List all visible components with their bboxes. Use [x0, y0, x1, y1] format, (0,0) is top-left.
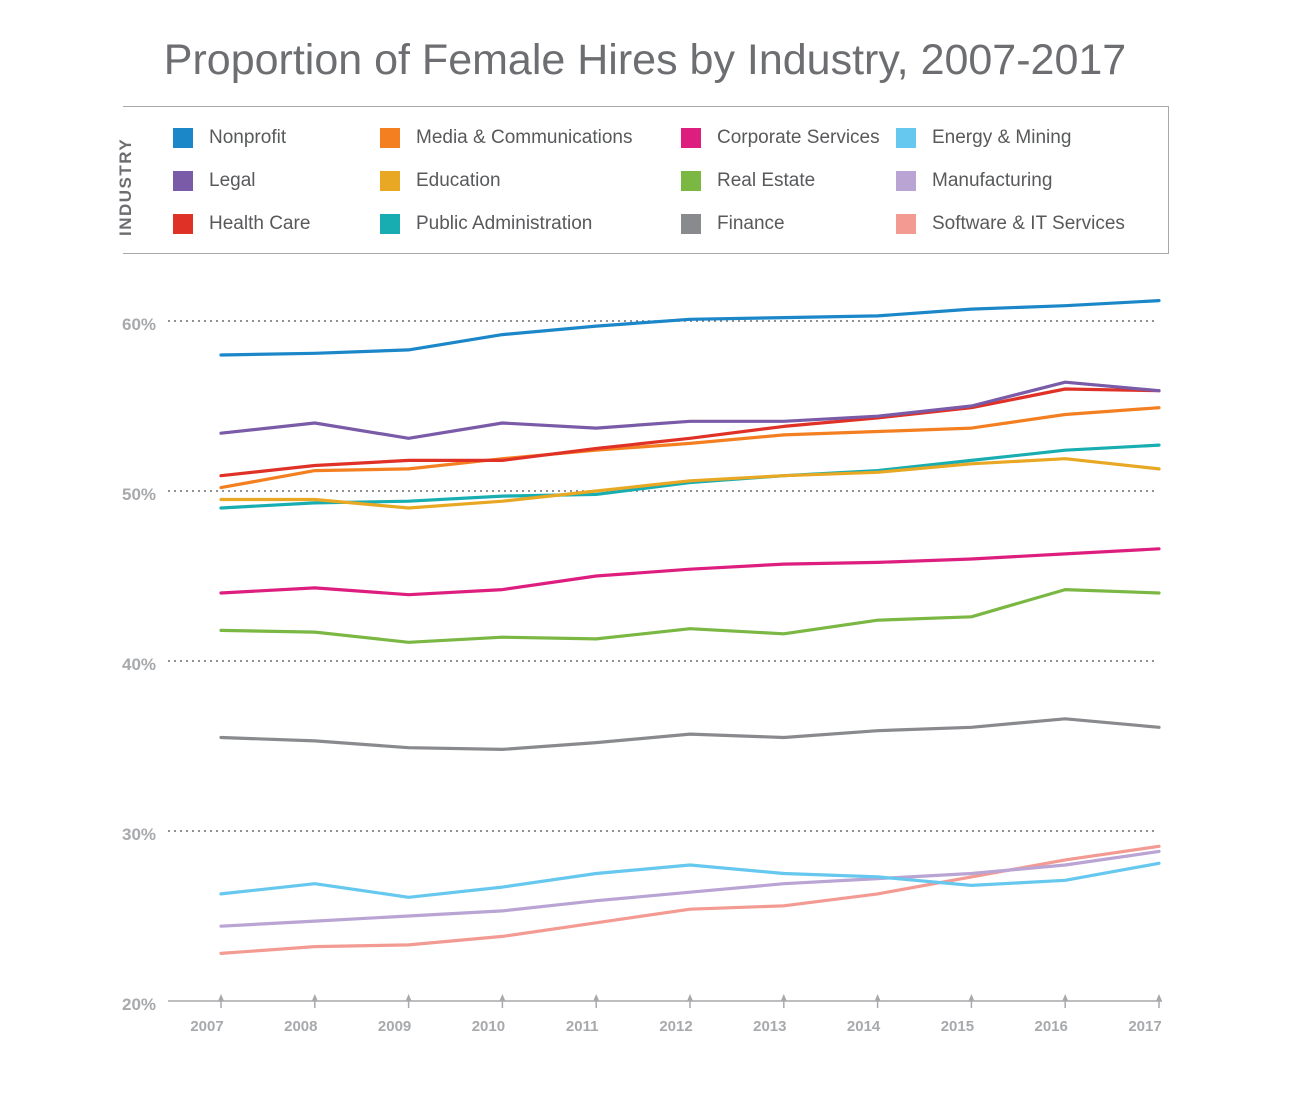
series-line-public-administration [219, 443, 1161, 510]
legend-item-legal: Legal [173, 169, 256, 193]
x-tick-label: 2015 [941, 1018, 974, 1035]
legend-label: Manufacturing [932, 170, 1053, 191]
legend-label: Public Administration [416, 213, 593, 234]
series-line-legal [219, 380, 1161, 440]
legend-label: Media & Communications [416, 127, 633, 148]
legend-item-finance: Finance [681, 212, 785, 236]
legend-label: Nonprofit [209, 127, 287, 148]
legend-item-software-and-it-services: Software & IT Services [896, 212, 1125, 236]
legend-label: Health Care [209, 213, 311, 234]
x-tick-mark [593, 994, 600, 1001]
x-tick-mark [968, 994, 975, 1001]
legend [123, 106, 1169, 254]
legend-swatch [380, 171, 400, 191]
legend-item-manufacturing: Manufacturing [896, 169, 1052, 193]
legend-label: Finance [717, 213, 785, 234]
series-line-real-estate [219, 587, 1161, 644]
x-tick-label: 2011 [566, 1018, 599, 1035]
legend-swatch [896, 214, 916, 234]
legend-label: Energy & Mining [932, 127, 1072, 148]
series-line-corporate-services [219, 547, 1161, 597]
x-tick-mark [218, 994, 224, 1001]
legend-item-real-estate: Real Estate [681, 169, 815, 193]
series-line-education [219, 457, 1161, 510]
x-tick-mark [687, 994, 693, 1001]
series-line-software-and-it-services [219, 844, 1161, 956]
legend-item-media-and-communications: Media & Communications [380, 126, 632, 150]
legend-item-nonprofit: Nonprofit [173, 126, 286, 150]
x-tick-mark [874, 994, 881, 1001]
y-tick-label: 50% [122, 485, 156, 504]
legend-swatch [173, 214, 193, 234]
legend-swatch [681, 128, 701, 148]
x-tick-label: 2007 [190, 1018, 223, 1035]
series-line-finance [219, 717, 1161, 752]
legend-label: Education [416, 170, 501, 191]
legend-swatch [896, 128, 916, 148]
legend-swatch [380, 214, 400, 234]
legend-label: Real Estate [717, 170, 816, 191]
x-tick-mark [405, 994, 412, 1001]
legend-swatch [173, 171, 193, 191]
legend-item-public-administration: Public Administration [380, 212, 592, 236]
x-tick-mark [1156, 994, 1162, 1001]
y-tick-label: 60% [122, 315, 156, 334]
x-tick-mark [1062, 994, 1069, 1001]
legend-swatch [896, 171, 916, 191]
y-tick-label: 30% [122, 825, 156, 844]
x-tick-mark [311, 994, 318, 1001]
x-tick-label: 2013 [753, 1018, 786, 1035]
x-tick-label: 2009 [378, 1018, 411, 1035]
series-line-energy-and-mining [219, 861, 1161, 899]
x-tick-label: 2012 [659, 1018, 692, 1035]
legend-item-health-care: Health Care [173, 212, 310, 236]
series-line-nonprofit [219, 299, 1161, 357]
x-tick-label: 2017 [1128, 1018, 1161, 1035]
x-tick-label: 2014 [847, 1018, 881, 1035]
x-tick-label: 2010 [472, 1018, 505, 1035]
x-tick-mark [499, 994, 506, 1001]
legend-label: Software & IT Services [932, 213, 1125, 234]
legend-label: Corporate Services [717, 127, 880, 148]
legend-item-corporate-services: Corporate Services [681, 126, 880, 150]
legend-swatch [173, 128, 193, 148]
y-tick-label: 20% [122, 995, 156, 1014]
series-lines [219, 299, 1161, 956]
x-tick-label: 2008 [284, 1018, 317, 1035]
legend-item-energy-and-mining: Energy & Mining [896, 126, 1071, 150]
legend-swatch [681, 171, 701, 191]
legend-swatch [380, 128, 400, 148]
series-line-health-care [219, 387, 1161, 478]
y-tick-label: 40% [122, 655, 156, 674]
legend-swatch [681, 214, 701, 234]
legend-item-education: Education [380, 169, 501, 193]
series-line-manufacturing [219, 849, 1161, 928]
x-axis: 2007 2008 2009 2010 2011 2012 2013 2014 2015 2016… [168, 994, 1162, 1035]
x-tick-label: 2016 [1035, 1018, 1068, 1035]
legend-label: Legal [209, 170, 256, 191]
x-tick-mark [780, 994, 787, 1001]
series-line-media-and-communications [219, 406, 1161, 490]
y-axis: 20% 30% 40% 50% 60% [122, 315, 156, 1014]
chart-title: Proportion of Female Hires by Industry, … [163, 36, 1127, 84]
